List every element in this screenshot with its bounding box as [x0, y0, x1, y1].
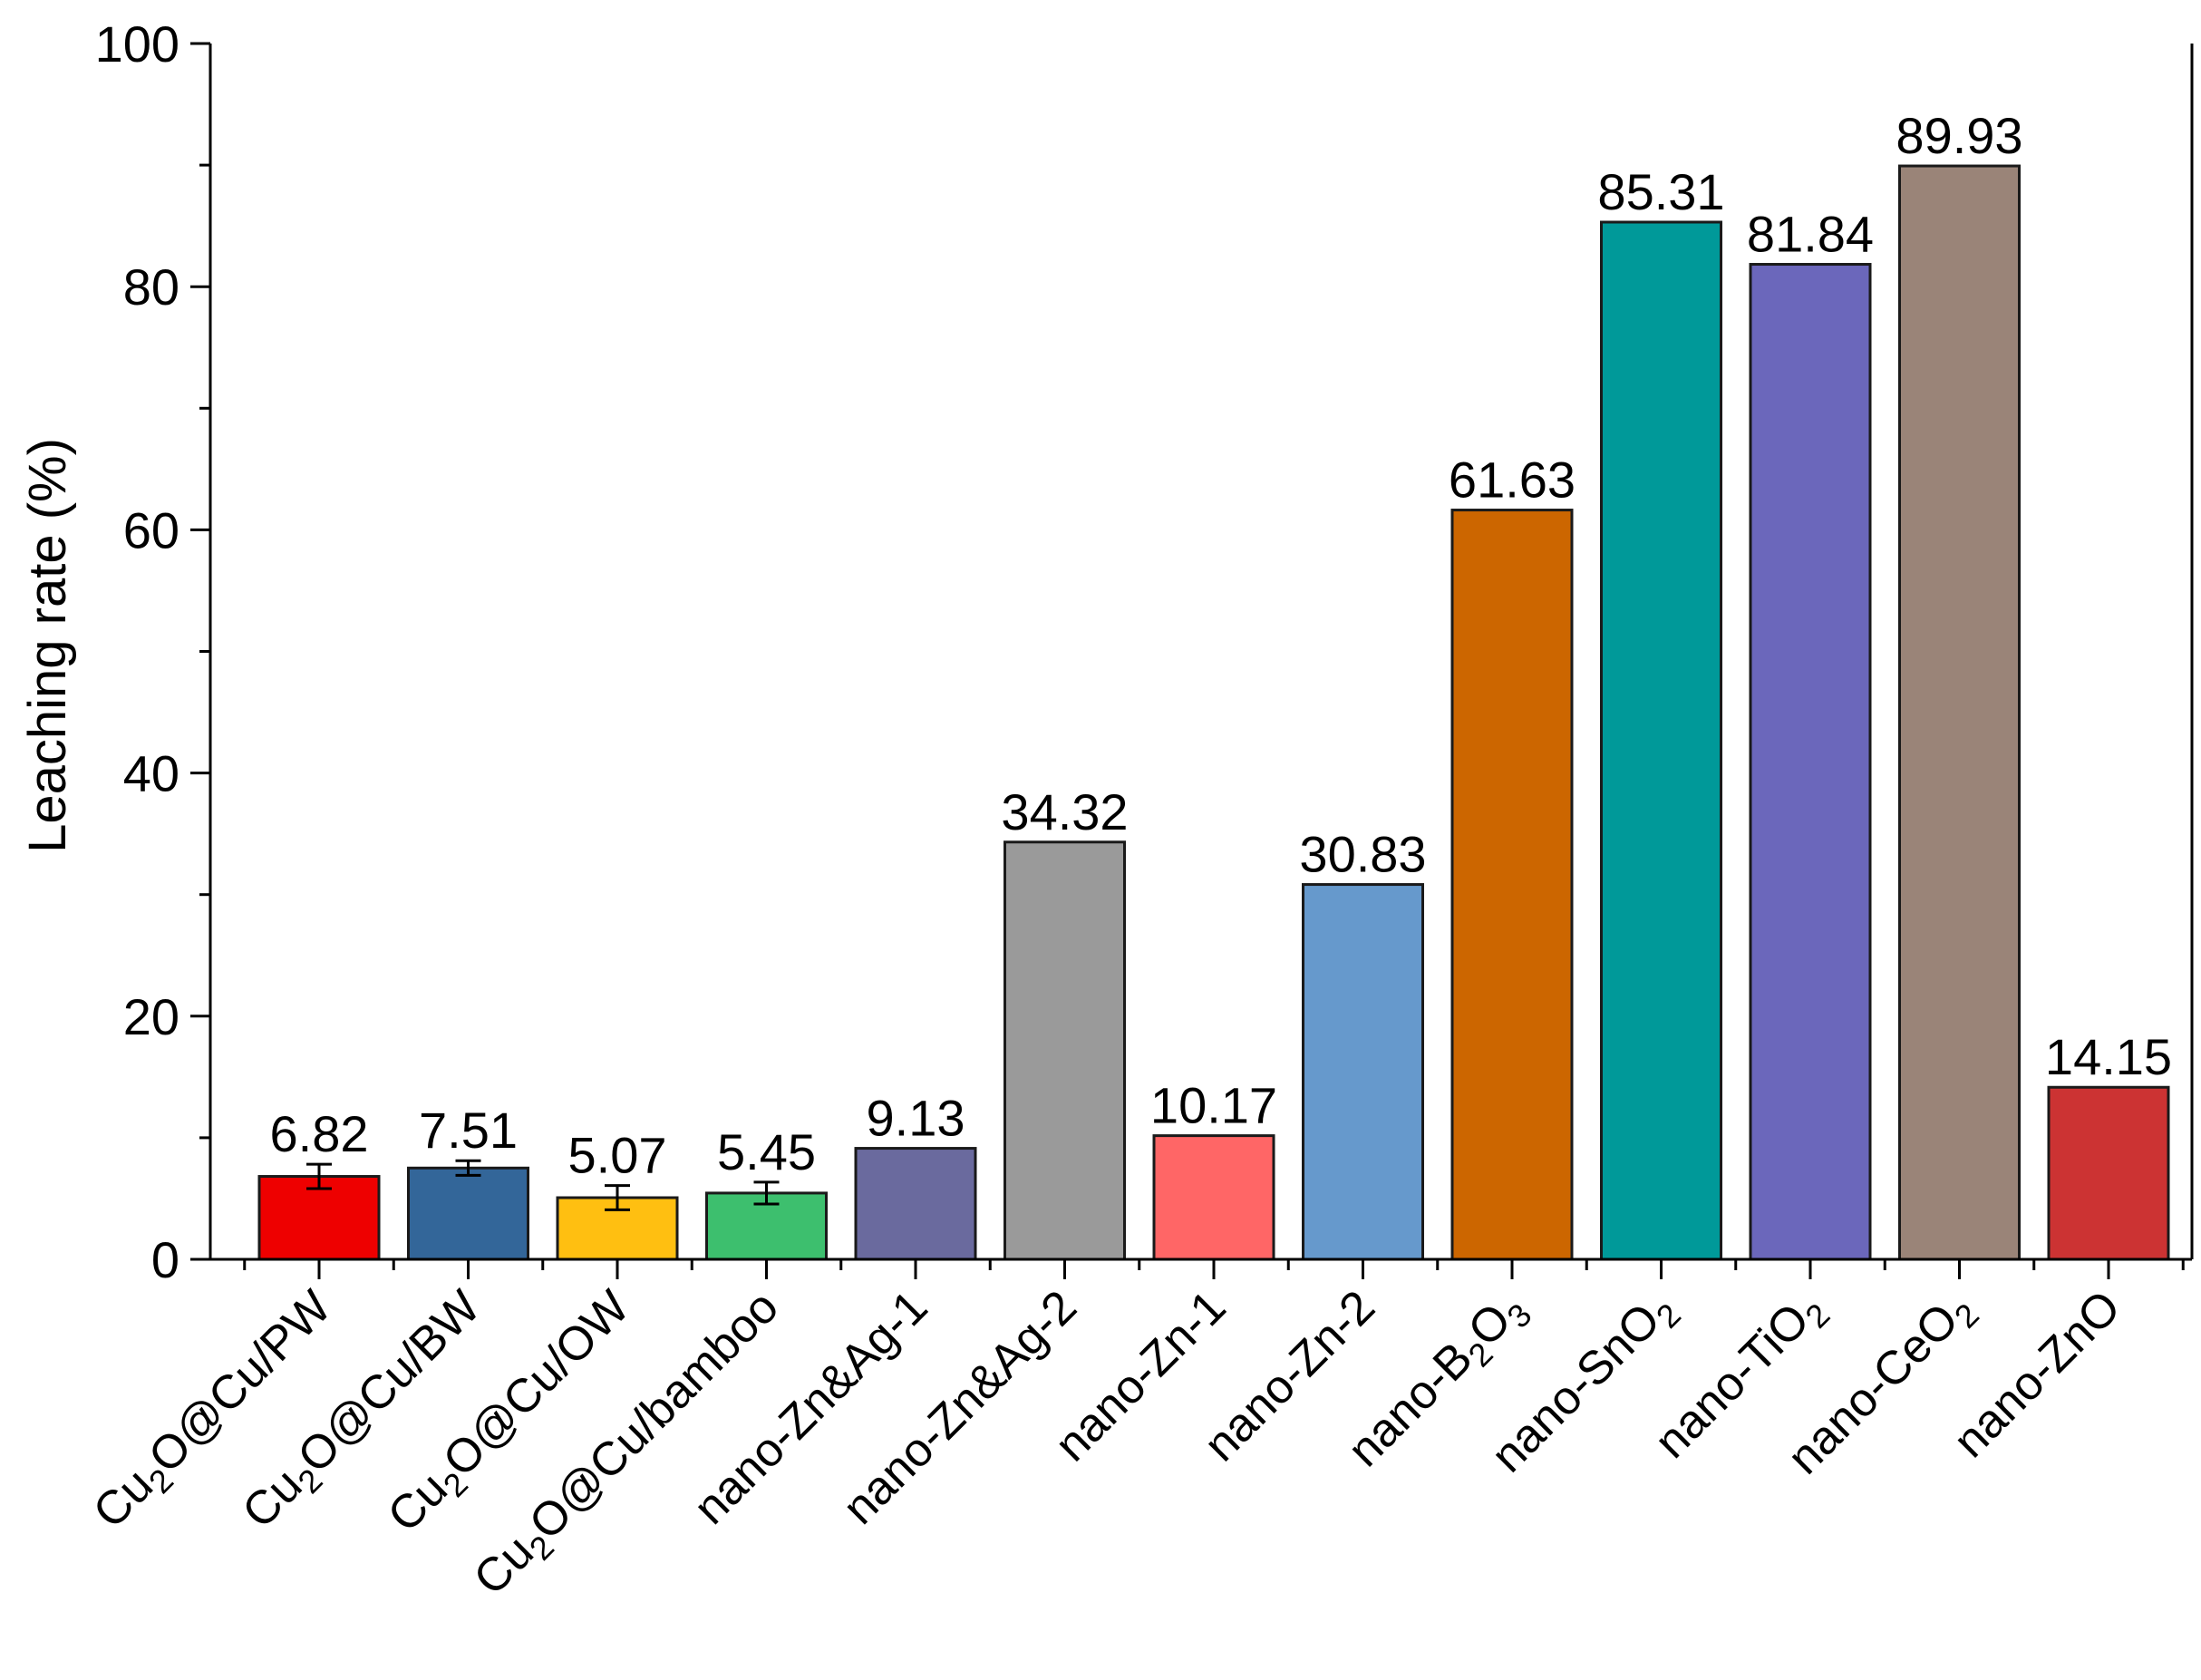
y-ticks-layer: 0 20 40 60 80 100 [95, 15, 2185, 1288]
bar [2047, 1085, 2170, 1261]
label-text: nano-B [1338, 1332, 1483, 1477]
error-bar [753, 1180, 780, 1206]
error-bars-layer [306, 1159, 780, 1211]
error-bar [455, 1159, 481, 1177]
data-label: 34.32 [1001, 783, 1128, 840]
x-category-label: Cu2O@Cu/PW [83, 1280, 345, 1542]
y-tick-label: 60 [123, 501, 179, 558]
bar [1004, 840, 1126, 1261]
bar [1600, 220, 1722, 1261]
y-tick-label: 40 [123, 745, 179, 802]
y-tick-label: 0 [151, 1231, 179, 1288]
error-bar [306, 1162, 332, 1190]
bar [1152, 1134, 1275, 1261]
label-text: O@Cu/bamboo [519, 1280, 789, 1549]
y-tick-label: 20 [123, 988, 179, 1045]
data-label: 61.63 [1449, 452, 1576, 509]
bars-layer [257, 164, 2170, 1261]
data-labels-layer: 6.82 7.51 5.07 5.45 9.13 34.32 10.17 30.83 61.63… [270, 107, 2173, 1184]
data-label: 9.13 [867, 1090, 965, 1147]
category-labels-layer: Cu2O@Cu/PWCu2O@Cu/BWCu2O@Cu/OWCu2O@Cu/ba… [83, 1280, 2131, 1605]
bar [1450, 509, 1574, 1261]
data-label: 6.82 [270, 1105, 369, 1162]
data-label: 30.83 [1299, 826, 1426, 883]
data-label: 10.17 [1150, 1077, 1277, 1134]
error-bar [605, 1184, 630, 1211]
bar [854, 1147, 977, 1261]
bar [407, 1166, 529, 1261]
bar [1749, 263, 1872, 1261]
bar [1898, 164, 2021, 1261]
y-tick-label: 100 [95, 15, 179, 73]
data-label: 81.84 [1747, 206, 1874, 263]
bar [705, 1191, 828, 1261]
bar [1302, 883, 1424, 1261]
data-label: 14.15 [2045, 1028, 2172, 1085]
data-label: 85.31 [1597, 163, 1724, 220]
data-label: 89.93 [1896, 107, 2022, 164]
data-label: 5.45 [717, 1123, 816, 1180]
data-label: 5.07 [568, 1127, 667, 1184]
data-label: 7.51 [419, 1102, 518, 1159]
bar [257, 1175, 381, 1261]
y-axis-label: Leaching rate (%) [18, 438, 77, 853]
y-tick-label: 80 [123, 258, 179, 316]
